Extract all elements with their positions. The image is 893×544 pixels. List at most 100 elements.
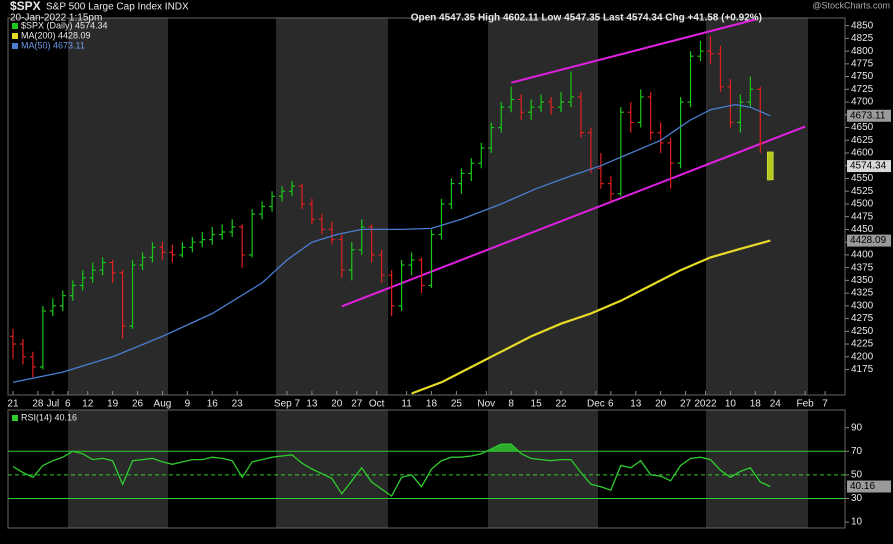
y-tick-label: 4650 (851, 122, 874, 133)
y-tick-label: 4850 (851, 20, 874, 31)
x-tick-label: 20 (655, 399, 667, 410)
x-tick-label: 21 (7, 399, 19, 410)
y-tick-label: 4625 (851, 135, 874, 146)
y-tick-label: 70 (851, 446, 863, 457)
y-tick-label: 30 (851, 493, 863, 504)
last-value-box (847, 480, 891, 493)
x-tick-label: Oct (369, 399, 385, 410)
legend-swatch (12, 23, 18, 29)
plot-area (12, 443, 771, 498)
y-tick-label: 4350 (851, 275, 874, 286)
x-tick-label: 2022 (694, 399, 717, 410)
x-tick-label: Aug (154, 399, 172, 410)
y-tick-label: 4450 (851, 224, 874, 235)
legend-swatch (12, 43, 18, 49)
y-tick-label: 4775 (851, 58, 874, 69)
last-value-label: 4428.09 (850, 235, 887, 246)
x-tick-label: 27 (680, 399, 692, 410)
x-tick-label: 8 (508, 399, 514, 410)
trendline (510, 18, 756, 84)
price-pane (7, 17, 846, 396)
band (276, 410, 388, 528)
band (488, 410, 598, 528)
y-tick-label: 4375 (851, 262, 874, 273)
x-tick-label: 28 (32, 399, 44, 410)
band (276, 18, 388, 395)
y-tick-label: 90 (851, 422, 863, 433)
x-tick-label: 18 (426, 399, 438, 410)
chart-title: $SPX (10, 0, 41, 13)
band (706, 410, 808, 528)
y-tick-label: 4525 (851, 186, 874, 197)
y-tick-label: 4275 (851, 313, 874, 324)
x-tick-label: 11 (401, 399, 412, 410)
legend-swatch (12, 33, 18, 39)
y-tick-label: 4600 (851, 148, 874, 159)
x-tick-label: 19 (107, 399, 119, 410)
x-tick-label: 9 (185, 399, 191, 410)
x-tick-label: 16 (207, 399, 219, 410)
rsi-pane (7, 409, 846, 529)
month-bands (68, 18, 808, 528)
x-tick-label: 12 (82, 399, 94, 410)
legend-label: RSI(14) 40.16 (21, 412, 77, 422)
chart-subtitle: S&P 500 Large Cap Index INDX (46, 2, 189, 13)
last-value-label: 4574.34 (850, 161, 887, 172)
y-tick-label: 4250 (851, 326, 874, 337)
last-value-label: 40.16 (850, 481, 875, 492)
y-tick-label: 4800 (851, 46, 874, 57)
y-tick-label: 4700 (851, 97, 874, 108)
y-tick-label: 4300 (851, 300, 874, 311)
x-tick-label: 13 (306, 399, 318, 410)
y-tick-label: 10 (851, 517, 863, 528)
x-tick-label: 18 (750, 399, 762, 410)
x-tick-label: 23 (232, 399, 244, 410)
x-tick-label: 6 (608, 399, 614, 410)
y-tick-label: 4475 (851, 211, 874, 222)
y-tick-label: 4750 (851, 71, 874, 82)
series-line (411, 239, 771, 395)
band (68, 410, 168, 528)
y-tick-label: 4225 (851, 339, 874, 350)
x-tick-label: 27 (351, 399, 363, 410)
x-tick-label: 20 (331, 399, 343, 410)
legend-swatch (12, 415, 18, 421)
x-tick-label: Nov (477, 399, 495, 410)
y-tick-label: 4175 (851, 364, 874, 375)
x-tick-label: 10 (725, 399, 737, 410)
trendline (341, 125, 806, 308)
x-tick-label: 26 (132, 399, 144, 410)
x-tick-label: Feb (797, 399, 815, 410)
x-tick-label: Jul (46, 399, 59, 410)
band (706, 18, 808, 395)
legend-label: MA(200) 4428.09 (21, 30, 91, 40)
y-tick-label: 4200 (851, 351, 874, 362)
series-line (12, 443, 771, 498)
last-value-box (847, 160, 891, 173)
x-tick-label: 15 (531, 399, 543, 410)
series-line (12, 103, 771, 383)
y-tick-label: 4325 (851, 288, 874, 299)
last-value-box (847, 234, 891, 247)
quote: Open 4547.35 High 4602.11 Low 4547.35 La… (411, 13, 762, 24)
y-tick-label: 4725 (851, 84, 874, 95)
legend-label: MA(50) 4673.11 (21, 40, 85, 50)
x-tick-label: 22 (555, 399, 567, 410)
x-tick-label: Dec (587, 399, 605, 410)
y-tick-label: 4825 (851, 33, 874, 44)
x-tick-label: 6 (65, 399, 71, 410)
last-value-label: 4673.11 (850, 110, 886, 121)
x-tick-label: 13 (630, 399, 642, 410)
x-tick-label: 25 (451, 399, 463, 410)
x-tick-label: 24 (770, 399, 782, 410)
x-tick-label: Sep 7 (274, 399, 301, 410)
y-tick-label: 4550 (851, 173, 874, 184)
x-tick-label: 7 (822, 399, 828, 410)
watermark: @StockCharts.com (812, 0, 890, 10)
last-value-box (847, 109, 891, 122)
plot-area (9, 18, 806, 395)
y-tick-label: 4500 (851, 199, 874, 210)
legend-label: $SPX (Daily) 4574.34 (21, 20, 108, 30)
